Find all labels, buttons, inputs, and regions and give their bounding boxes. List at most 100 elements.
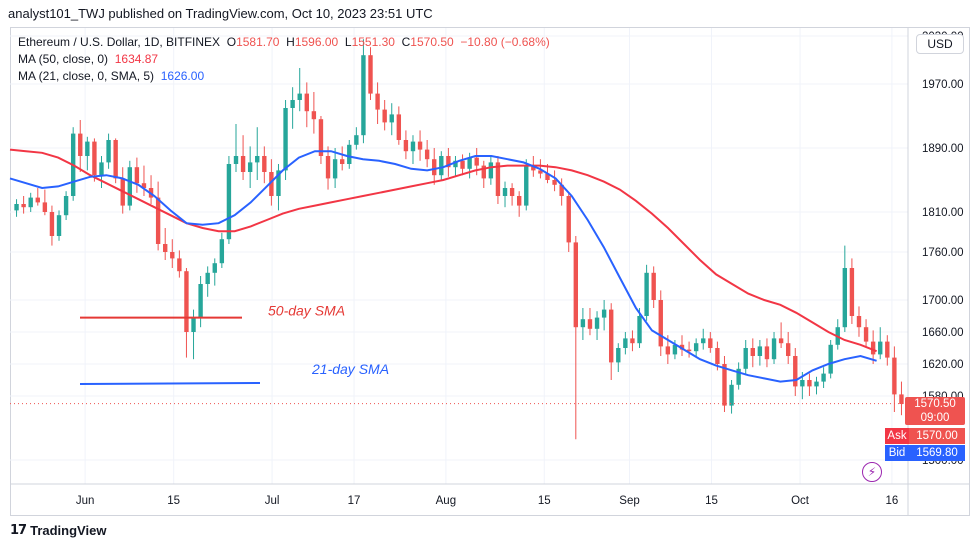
candle-body xyxy=(467,157,472,169)
candle-body xyxy=(269,172,274,196)
legend-open-label: O xyxy=(226,35,237,49)
candle-body xyxy=(226,164,232,240)
candle-body xyxy=(382,109,387,123)
candle-body xyxy=(672,344,678,355)
candle-body xyxy=(566,196,571,243)
candle-body xyxy=(580,319,586,328)
candle-body xyxy=(509,188,515,196)
lightning-icon[interactable]: ⚡ xyxy=(862,462,882,482)
price-tick-label: 1890.00 xyxy=(922,143,964,155)
candle-body xyxy=(538,170,543,174)
price-axis: 2030.001970.001890.001810.001760.001700.… xyxy=(10,28,970,516)
candle-body xyxy=(163,244,168,252)
candle-body xyxy=(658,300,663,347)
candle-body xyxy=(892,357,897,395)
candle-body xyxy=(35,197,40,203)
candle-body xyxy=(630,338,635,344)
legend-change: −10.80 (−0.68%) xyxy=(460,35,550,49)
candle-body xyxy=(771,338,777,360)
moving-averages-layer xyxy=(9,148,908,405)
price-tick-label: 1620.00 xyxy=(922,359,964,371)
legend-low: 1551.30 xyxy=(351,35,395,49)
candle-body xyxy=(155,197,161,244)
candle-body xyxy=(389,114,394,123)
annotations-layer: 50-day SMA 21-day SMA xyxy=(79,303,389,385)
candle-body xyxy=(531,165,536,171)
candle-body xyxy=(453,160,458,168)
candle-body xyxy=(255,156,260,163)
candle-body xyxy=(587,319,593,329)
candle-body xyxy=(488,162,494,179)
candle-body xyxy=(304,93,309,112)
candle-body xyxy=(502,188,508,196)
candle-body xyxy=(339,159,345,164)
candle-body xyxy=(332,159,338,179)
candle-body xyxy=(693,343,699,352)
candle-body xyxy=(432,159,437,176)
candle-body xyxy=(410,141,416,152)
candle-body xyxy=(396,114,402,140)
chart-legend: Ethereum / U.S. Dollar, 1D, BITFINEX O15… xyxy=(18,34,550,85)
candle-body xyxy=(601,309,607,318)
candle-body xyxy=(283,108,288,171)
candle-body xyxy=(318,119,324,156)
candle-body xyxy=(679,344,685,350)
candle-body xyxy=(177,258,182,272)
candle-body xyxy=(28,197,33,208)
candle-body xyxy=(460,160,465,169)
ask-label: Ask xyxy=(885,428,909,444)
candle-body xyxy=(219,239,225,264)
bid-value: 1569.80 xyxy=(909,445,965,461)
candle-body xyxy=(559,184,564,196)
candle-body xyxy=(807,380,812,387)
candle-body xyxy=(778,338,784,344)
candle-body xyxy=(78,133,83,156)
tradingview-logo[interactable]: 𝟭𝟳 TradingView xyxy=(10,522,106,538)
candle-body xyxy=(247,162,253,172)
candle-body xyxy=(609,309,614,363)
candle-body xyxy=(793,356,798,387)
candle-body xyxy=(814,381,819,387)
candle-body xyxy=(42,202,48,212)
candle-body xyxy=(573,242,579,328)
candle-body xyxy=(240,156,246,172)
candle-body xyxy=(524,165,529,206)
annotation-21-line xyxy=(79,382,261,385)
legend-ma50-label: MA (50, close, 0) xyxy=(18,52,109,66)
candle-body xyxy=(729,384,734,406)
legend-open: 1581.70 xyxy=(236,35,280,49)
legend-high-label: H xyxy=(286,35,295,49)
candle-body xyxy=(205,272,210,284)
ask-tag: Ask 1570.00 xyxy=(885,428,965,444)
last-price-value: 1570.50 xyxy=(914,398,956,410)
candle-body xyxy=(134,167,140,184)
time-tick-label: 15 xyxy=(538,495,551,507)
candle-body xyxy=(757,346,763,356)
candle-body xyxy=(198,284,203,318)
candle-body xyxy=(785,343,791,356)
candle-body xyxy=(14,204,19,211)
candle-body xyxy=(21,204,26,208)
candle-body xyxy=(49,212,55,236)
candle-body xyxy=(403,140,409,152)
candle-body xyxy=(878,341,883,355)
annotation-21-label: 21-day SMA xyxy=(311,361,389,377)
candle-body xyxy=(297,93,302,100)
publish-caption: analyst101_TWJ published on TradingView.… xyxy=(8,6,433,21)
candle-body xyxy=(552,180,557,185)
time-axis: Jun 15 Jul 17 Aug 15 Sep 15 Oct 16 xyxy=(76,495,898,507)
time-tick-label: 15 xyxy=(167,495,180,507)
legend-ma50-value: 1634.87 xyxy=(114,52,159,66)
candle-body xyxy=(715,348,720,364)
candle-body xyxy=(870,341,876,355)
legend-close: 1570.50 xyxy=(410,35,454,49)
currency-button[interactable]: USD xyxy=(916,34,964,54)
ma21-line xyxy=(9,150,877,383)
candle-body xyxy=(856,316,862,328)
candle-body xyxy=(764,346,770,360)
legend-symbol-row: Ethereum / U.S. Dollar, 1D, BITFINEX O15… xyxy=(18,34,550,51)
candle-body xyxy=(361,55,366,136)
candle-body xyxy=(474,157,479,166)
time-tick-label: 17 xyxy=(348,495,361,507)
